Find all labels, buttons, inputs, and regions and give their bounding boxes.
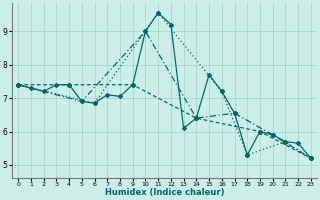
X-axis label: Humidex (Indice chaleur): Humidex (Indice chaleur)	[105, 188, 224, 197]
